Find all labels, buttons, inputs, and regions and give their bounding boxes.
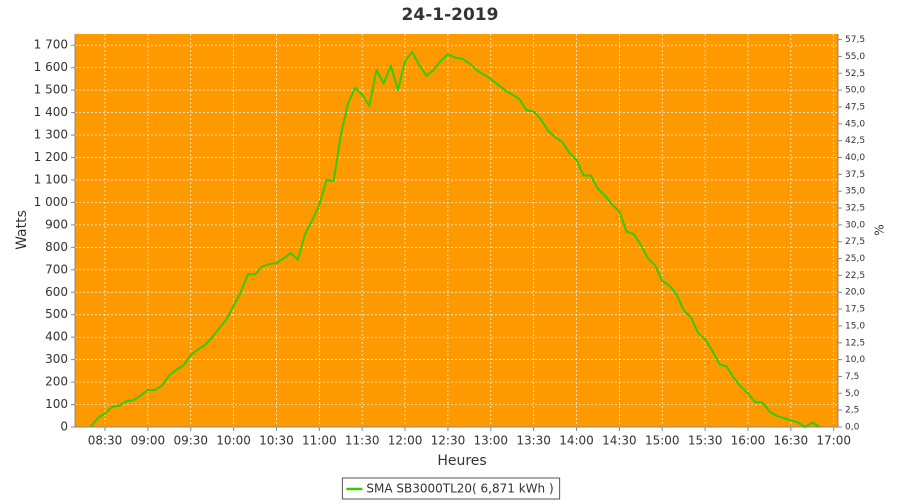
x-tick-label: 08:30: [88, 434, 123, 448]
y-tick-label: 1 700: [34, 38, 68, 52]
x-tick-label: 11:30: [345, 434, 380, 448]
y2-tick-label: 42,5: [845, 136, 865, 146]
legend-box: [341, 477, 561, 500]
y-tick-label: 300: [45, 352, 68, 366]
y2-tick-label: 2,5: [845, 406, 859, 416]
y-tick-label: 1 600: [34, 60, 68, 74]
y2-tick-label: 50,0: [845, 86, 865, 96]
x-tick-label: 13:30: [516, 434, 551, 448]
x-axis-label: Heures: [437, 453, 486, 469]
y-tick-label: 800: [45, 240, 68, 254]
chart-title: 24-1-2019: [402, 5, 499, 25]
y2-tick-label: 45,0: [845, 119, 865, 129]
y2-tick-label: 47,5: [845, 102, 865, 112]
legend: SMA SB3000TL20( 6,871 kWh ): [341, 477, 561, 500]
y2-tick-label: 0,0: [845, 423, 860, 433]
y2-tick-label: 12,5: [845, 338, 865, 348]
x-tick-label: 11:00: [302, 434, 337, 448]
y2-tick-label: 7,5: [845, 372, 859, 382]
y2-tick-label: 10,0: [845, 355, 865, 365]
y-tick-label: 500: [45, 307, 68, 321]
x-tick-label: 16:30: [774, 434, 809, 448]
y2-tick-label: 40,0: [845, 153, 865, 163]
y-tick-label: 1 300: [34, 128, 68, 142]
series-line: [89, 50, 820, 428]
y2-tick-label: 20,0: [845, 288, 865, 298]
x-tick-label: 12:30: [431, 434, 466, 448]
y-axis-label: Watts: [14, 210, 30, 250]
y-tick-label: 600: [45, 285, 68, 299]
x-tick-label: 10:30: [259, 434, 294, 448]
y2-tick-label: 32,5: [845, 204, 865, 214]
x-tick-label: 17:00: [816, 434, 851, 448]
y2-tick-label: 17,5: [845, 305, 865, 315]
x-tick-label: 09:00: [131, 434, 166, 448]
plot-area: [75, 34, 838, 427]
y-tick-label: 100: [45, 397, 68, 411]
y-tick-label: 1 100: [34, 172, 68, 186]
x-tick-label: 16:00: [731, 434, 766, 448]
y-tick-label: 1 400: [34, 105, 68, 119]
x-tick-label: 15:30: [688, 434, 723, 448]
y2-tick-label: 37,5: [845, 170, 865, 180]
y-tick-label: 400: [45, 330, 68, 344]
y2-tick-label: 52,5: [845, 69, 865, 79]
y-tick-label: 200: [45, 375, 68, 389]
y2-axis-label: %: [873, 224, 887, 235]
y2-tick-label: 25,0: [845, 254, 865, 264]
x-tick-label: 10:00: [216, 434, 251, 448]
x-tick-label: 14:30: [602, 434, 637, 448]
x-tick-label: 14:00: [559, 434, 594, 448]
y2-tick-label: 57,5: [845, 35, 865, 45]
x-tick-label: 13:00: [473, 434, 508, 448]
y2-tick-label: 30,0: [845, 220, 865, 230]
y2-tick-label: 5,0: [845, 389, 860, 399]
y-tick-label: 900: [45, 217, 68, 231]
x-tick-label: 09:30: [173, 434, 208, 448]
y2-tick-label: 55,0: [845, 52, 865, 62]
y-tick-label: 0: [60, 420, 68, 434]
y2-tick-label: 27,5: [845, 237, 865, 247]
y-tick-label: 1 000: [34, 195, 68, 209]
y-tick-label: 700: [45, 262, 68, 276]
x-tick-label: 15:00: [645, 434, 680, 448]
y2-tick-label: 15,0: [845, 321, 865, 331]
y2-tick-label: 22,5: [845, 271, 865, 281]
y-tick-label: 1 200: [34, 150, 68, 164]
y2-tick-label: 35,0: [845, 187, 865, 197]
y-tick-label: 1 500: [34, 83, 68, 97]
x-tick-label: 12:00: [388, 434, 423, 448]
legend-label: SMA SB3000TL20( 6,871 kWh ): [366, 482, 553, 496]
